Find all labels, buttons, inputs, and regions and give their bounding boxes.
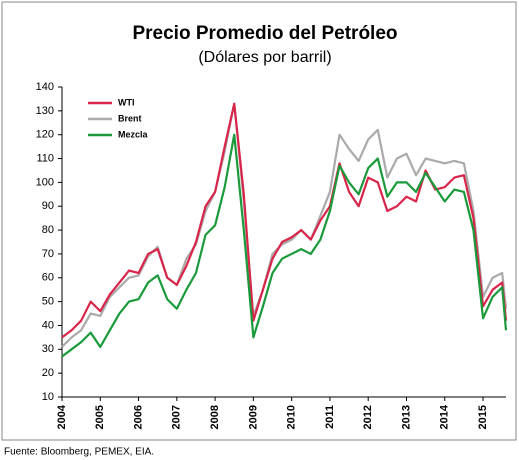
line-series — [61, 133, 508, 358]
x-tick-label: 2011 — [324, 405, 336, 429]
y-tick-label: 80 — [42, 224, 54, 236]
y-tick-label: 140 — [36, 81, 54, 93]
x-tick-label: 2007 — [171, 405, 183, 429]
legend-label: Mezcla — [118, 129, 149, 139]
legend-label: WTI — [118, 97, 135, 107]
source-note: Fuente: Bloomberg, PEMEX, EIA. — [4, 447, 154, 458]
y-tick-label: 110 — [36, 152, 54, 164]
y-tick-label: 10 — [42, 391, 54, 403]
y-tick-label: 120 — [36, 129, 54, 141]
y-tick-label: 40 — [42, 319, 54, 331]
y-tick-label: 60 — [42, 272, 54, 284]
x-tick-label: 2009 — [247, 405, 259, 429]
x-tick-label: 2008 — [209, 405, 221, 429]
y-tick-label: 20 — [42, 367, 54, 379]
y-tick-label: 130 — [36, 105, 54, 117]
x-tick-label: 2010 — [286, 405, 298, 429]
chart-subtitle: (Dólares por barril) — [198, 49, 331, 66]
line-series — [61, 102, 508, 348]
y-tick-label: 100 — [36, 176, 54, 188]
x-tick-label: 2013 — [400, 405, 412, 429]
y-tick-label: 50 — [42, 296, 54, 308]
x-tick-label: 2005 — [94, 405, 106, 429]
x-tick-label: 2006 — [132, 405, 144, 429]
frame — [1, 1, 517, 441]
y-tick-label: 90 — [42, 200, 54, 212]
x-tick-label: 2015 — [477, 405, 489, 429]
chart-title: Precio Promedio del Petróleo — [132, 23, 397, 44]
x-tick-label: 2014 — [439, 404, 451, 429]
x-tick-label: 2004 — [56, 404, 68, 429]
y-tick-label: 30 — [42, 343, 54, 355]
y-tick-label: 70 — [42, 248, 54, 260]
legend-label: Brent — [118, 113, 142, 123]
x-tick-label: 2012 — [362, 405, 374, 429]
